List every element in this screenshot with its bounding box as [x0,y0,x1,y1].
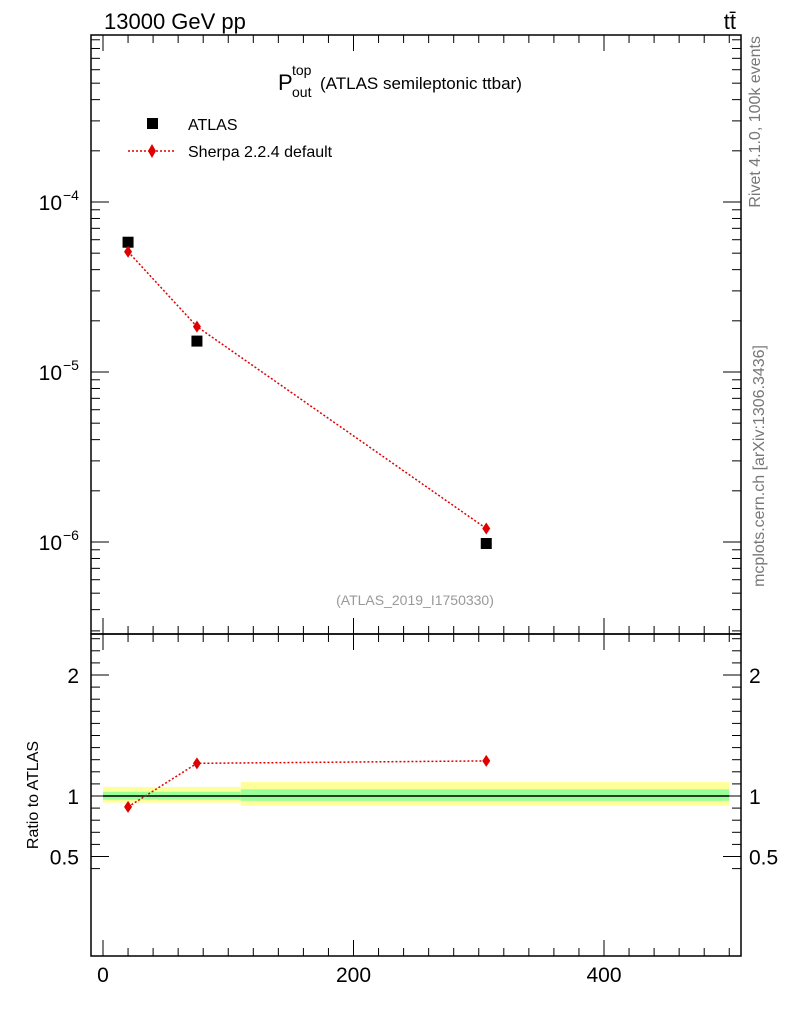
main-y-tick-exponent: −5 [63,357,79,373]
legend-sherpa-label: Sherpa 2.2.4 default [188,144,333,161]
ratio-x-tick-label: 200 [336,964,371,987]
chart-title-superscript: top [292,62,312,78]
ratio-tick-marks [91,634,741,956]
ratio-y-tick-label-left: 2 [67,665,79,688]
ratio-x-tick-label: 400 [586,964,621,987]
ratio-x-tick-label: 0 [97,964,109,987]
ratio-y-axis-label: Ratio to ATLAS [25,741,42,849]
ratio-y-tick-label-left: 1 [67,786,79,809]
main-tick-marks [91,35,741,634]
main-y-tick-label: 10 [39,192,62,215]
sherpa-data-point [124,245,133,258]
atlas-data-point [191,335,203,347]
legend: ATLAS Sherpa 2.2.4 default [128,117,333,161]
main-data-markers [122,236,492,549]
legend-sherpa-marker [148,144,156,158]
chart-title-symbol: P [278,70,293,95]
analysis-watermark: (ATLAS_2019_I1750330) [336,592,494,608]
ratio-y-tick-label-right: 1 [749,786,761,809]
main-y-tick-exponent: −6 [63,527,79,543]
sherpa-data-point [482,522,491,535]
ratio-panel: 0.5 0.5 1 1 2 2 0 200 400 Ratio to ATLAS [25,633,778,987]
atlas-data-point [122,236,134,248]
ratio-sherpa-point [192,757,201,770]
legend-atlas-marker [147,118,158,129]
header-process-label: tt̄ [724,9,736,34]
ratio-band-green [240,789,730,801]
ratio-y-tick-label-left: 0.5 [50,847,79,870]
header-energy-label: 13000 GeV pp [104,9,246,34]
ratio-sherpa-point [124,800,133,813]
chart-title-text: (ATLAS semileptonic ttbar) [320,74,522,93]
sherpa-series-line [127,251,487,530]
main-y-tick-label: 10 [39,362,62,385]
ratio-sherpa-point [482,754,491,767]
sherpa-data-point [192,320,201,333]
rivet-version-label: Rivet 4.1.0, 100k events [747,36,764,208]
main-y-tick-exponent: −4 [63,187,79,203]
ratio-frame [90,633,742,957]
atlas-data-point [480,537,492,549]
main-y-tick-labels: 10−410−510−6 [39,187,80,555]
ratio-y-tick-label-right: 2 [749,665,761,688]
ratio-uncertainty-bands [103,782,730,806]
chart-title-subscript: out [292,84,312,100]
main-panel: 10−410−510−6 P top out (ATLAS semilepton… [39,34,742,635]
ratio-x-tick-labels: 0 200 400 [97,964,621,987]
legend-atlas-label: ATLAS [188,117,238,134]
main-y-tick-label: 10 [39,532,62,555]
ratio-y-tick-labels: 0.5 0.5 1 1 2 2 [50,665,778,870]
ratio-y-tick-label-right: 0.5 [749,847,778,870]
mcplots-reference-label: mcplots.cern.ch [arXiv:1306.3436] [751,345,768,587]
ratio-data-markers [124,754,491,813]
